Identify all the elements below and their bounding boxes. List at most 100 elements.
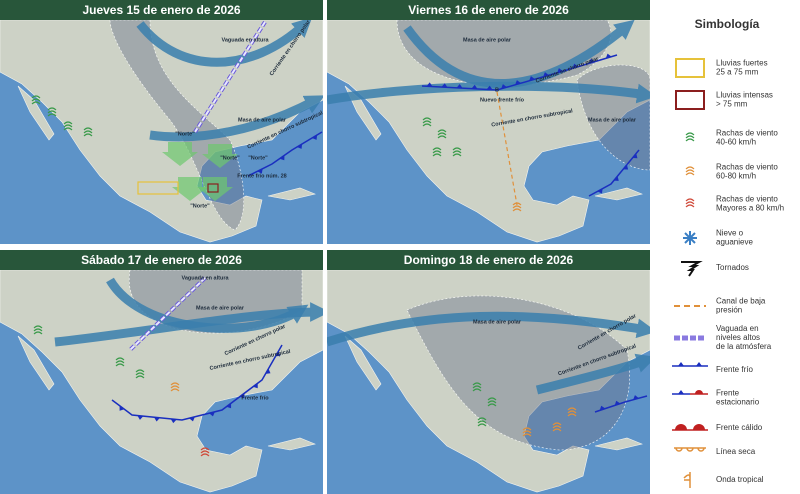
legend-label: Frente [716, 389, 740, 398]
wind-gust [170, 382, 180, 392]
legend-label: 40-60 km/h [716, 138, 756, 147]
wind-gust [512, 202, 522, 212]
wind-gust [567, 407, 577, 417]
front-triangle [678, 362, 684, 366]
cold-front [111, 344, 283, 421]
map-label: "Norte" [175, 131, 195, 137]
front-triangle [589, 58, 595, 64]
legend-symbol [674, 447, 706, 452]
norte-arrow [172, 177, 208, 201]
front-triangle [696, 362, 702, 366]
legend-label: Rachas de viento [716, 195, 778, 204]
legend-label: 60-80 km/h [716, 172, 756, 181]
front-triangle [471, 84, 478, 89]
panel-title: Sábado 17 de enero de 2026 [81, 253, 242, 267]
panel-title: Jueves 15 de enero de 2026 [82, 3, 240, 17]
legend-symbol [695, 390, 703, 394]
legend-label: Vaguada en [716, 324, 759, 333]
front-triangle [486, 85, 493, 90]
legend-label: Lluvias fuertes [716, 59, 768, 68]
front-triangle [599, 405, 606, 411]
legend-symbol [681, 261, 703, 277]
cold-front [588, 149, 640, 197]
legend-label: estacionario [716, 398, 760, 407]
map-label: "Norte" [220, 155, 240, 161]
front-triangle [154, 417, 160, 422]
upper-trough-core [129, 277, 206, 351]
legend-label: niveles altos [716, 333, 760, 342]
legend-label: de la atmósfera [716, 342, 772, 351]
front-triangle [678, 390, 684, 394]
panel-header [0, 0, 323, 20]
map-label: Frente frío núm. 28 [237, 173, 287, 179]
norte-arrow [202, 144, 238, 168]
legend-label: Nieve o [716, 229, 744, 238]
wind-gust [487, 397, 497, 407]
front-triangle [252, 383, 258, 389]
legend-label: 25 a 75 mm [716, 68, 759, 77]
panel-title: Viernes 16 de enero de 2026 [408, 3, 569, 17]
wind-gust [200, 447, 210, 457]
norte-arrow [197, 177, 233, 201]
front-triangle [275, 351, 281, 357]
cold-front [594, 395, 648, 413]
front-triangle [170, 418, 177, 424]
legend-label: Frente cálido [716, 423, 763, 432]
map-label: B [495, 87, 499, 93]
front-triangle [265, 368, 271, 374]
front-triangle [441, 83, 448, 88]
front-triangle [529, 76, 535, 81]
forecast-panel: Vaguada en altura Corriente en chorro pol… [0, 0, 323, 244]
front-triangle [226, 403, 232, 409]
front-triangle [119, 405, 125, 411]
wind-gust [31, 95, 41, 105]
jet-stream [54, 302, 323, 347]
front-triangle [296, 143, 303, 149]
wind-gust [422, 117, 432, 127]
legend-label: Lluvias intensas [716, 91, 773, 100]
map-label: Vaguada en altura [181, 275, 229, 281]
legend-symbol [675, 90, 705, 110]
front-triangle [605, 53, 612, 59]
wind-gust [685, 198, 695, 208]
panel-title: Domingo 18 de enero de 2026 [404, 253, 574, 267]
low-pressure-trough [496, 91, 518, 206]
jet-stream [136, 17, 313, 67]
legend-label: Frente frío [716, 365, 753, 374]
wind-gust [63, 121, 73, 131]
wind-gust [437, 129, 447, 139]
jet-stream [149, 95, 323, 142]
panel-header [0, 250, 323, 270]
norte-arrow [162, 142, 198, 166]
front-triangle [501, 84, 507, 89]
map-label: Masa de aire polar [238, 117, 287, 123]
front-triangle [189, 416, 195, 422]
legend-title: Simbología [695, 17, 760, 31]
legend-label: Mayores a 80 km/h [716, 204, 784, 213]
wind-gust [47, 107, 57, 117]
wind-gust [135, 369, 145, 379]
front-triangle [597, 188, 603, 194]
legend-label: Rachas de viento [716, 129, 778, 138]
legend-label: presión [716, 306, 742, 315]
front-triangle [426, 82, 433, 87]
front-triangle [209, 411, 215, 417]
front-triangle [623, 164, 629, 170]
wind-gust [477, 417, 487, 427]
panel-header [327, 0, 650, 20]
front-triangle [257, 168, 263, 174]
jet-stream [535, 353, 650, 395]
wind-gust [432, 147, 442, 157]
jet-stream [327, 81, 650, 105]
front-triangle [137, 415, 144, 420]
legend-label: Línea seca [716, 447, 756, 456]
legend-label: Rachas de viento [716, 163, 778, 172]
map-label: "Norte" [248, 155, 268, 161]
heavy-rain-area [137, 181, 179, 195]
map-label: Vaguada en altura [221, 37, 269, 43]
wind-gust [452, 147, 462, 157]
